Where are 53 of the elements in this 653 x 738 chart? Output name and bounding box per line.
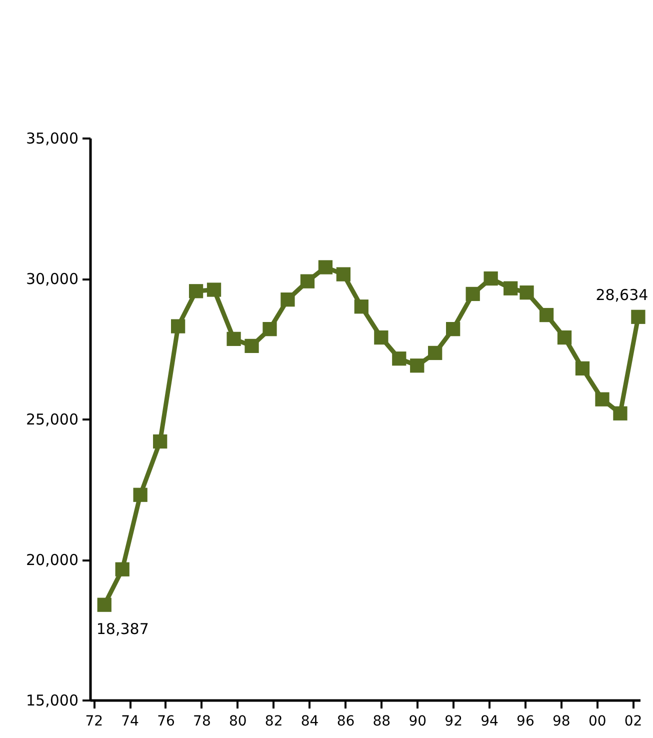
- x-tick-label: 98: [552, 714, 570, 730]
- x-tick-label: 92: [444, 714, 462, 730]
- point: [557, 330, 572, 345]
- point: [446, 322, 460, 336]
- y-tick-label: 30,000: [26, 270, 78, 288]
- point: [504, 281, 518, 296]
- point: [188, 284, 204, 298]
- point: [115, 562, 130, 576]
- point: [466, 286, 480, 302]
- data-label: 28,634: [596, 286, 648, 304]
- point: [595, 392, 610, 406]
- x-tick-label: 74: [121, 714, 140, 730]
- point: [97, 598, 112, 612]
- point: [613, 406, 628, 420]
- point: [575, 361, 590, 376]
- x-tick-label: 72: [85, 714, 104, 730]
- point: [428, 346, 442, 360]
- point: [171, 319, 186, 334]
- x-tick-label: 86: [336, 714, 355, 730]
- point: [374, 330, 388, 345]
- x-tick-label: 76: [157, 714, 175, 730]
- point: [206, 282, 222, 297]
- x-tick-label: 80: [228, 714, 247, 730]
- x-tick-label: 94: [480, 714, 499, 730]
- point: [262, 322, 277, 336]
- point: [520, 285, 534, 300]
- x-tick-label: 02: [624, 714, 642, 730]
- x-tick-label: 88: [372, 714, 391, 730]
- point: [392, 352, 406, 366]
- x-tick-label: 78: [193, 714, 211, 730]
- y-tick-label: 25,000: [26, 410, 78, 428]
- x-tick-label: 96: [516, 714, 534, 730]
- point: [153, 434, 168, 449]
- point: [318, 260, 333, 274]
- x-tick-label: 82: [264, 714, 283, 730]
- point: [280, 292, 295, 307]
- point: [300, 274, 315, 288]
- point: [226, 332, 241, 346]
- point: [484, 271, 498, 286]
- point: [244, 338, 259, 354]
- point: [133, 488, 148, 502]
- x-tick-label: 00: [588, 714, 606, 730]
- y-tick-label: 15,000: [26, 692, 78, 710]
- data-label: 18,387: [96, 620, 149, 638]
- y-tick-label: 35,000: [26, 130, 78, 148]
- point: [336, 267, 350, 282]
- x-tick-label: 84: [300, 714, 319, 730]
- x-tick-label: 90: [408, 714, 427, 730]
- point: [410, 358, 424, 373]
- point: [539, 308, 554, 322]
- y-tick-label: 20,000: [26, 551, 78, 569]
- point: [631, 310, 646, 324]
- point: [354, 300, 368, 314]
